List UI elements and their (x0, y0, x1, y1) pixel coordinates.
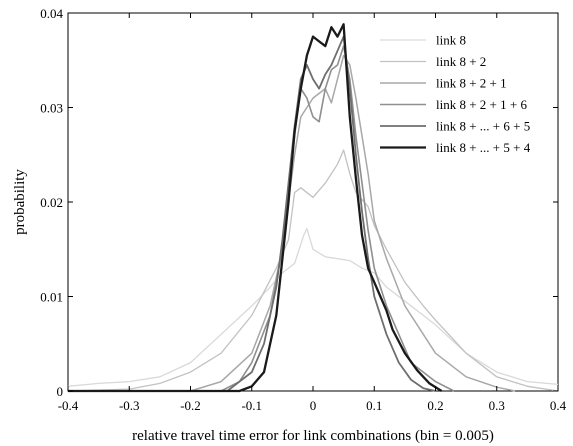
legend: link 8 link 8 + 2 link 8 + 2 + 1 link 8 + 2… (380, 33, 531, 155)
plot-frame (67, 12, 559, 392)
x-tick-label: -0.2 (180, 398, 201, 413)
series-line-1 (67, 227, 559, 387)
tick-layer: -0.4 -0.3 -0.2 -0.1 0 0.1 0.2 0.3 0.4 0 0.01 0.02 0.… (40, 6, 566, 413)
x-axis-label: relative travel time error for link comb… (132, 428, 494, 444)
legend-label-4: link 8 + 2 + 1 + 6 (436, 97, 527, 112)
x-tick-label: 0.3 (489, 398, 505, 413)
legend-label-2: link 8 + 2 (436, 54, 486, 69)
series-line-5 (68, 35, 436, 392)
legend-label-3: link 8 + 2 + 1 (436, 76, 507, 91)
y-tick-label: 0.02 (40, 195, 63, 210)
x-tick-label: -0.3 (119, 398, 140, 413)
legend-label-5: link 8 + ... + 6 + 5 (436, 119, 530, 134)
y-tick-label: 0 (57, 384, 64, 399)
x-tick-label: 0.1 (366, 398, 382, 413)
x-tick-label: -0.4 (58, 398, 79, 413)
y-tick-label: 0.04 (40, 6, 63, 21)
series-line-3 (68, 54, 516, 392)
y-axis-label: probability (12, 169, 28, 235)
x-tick-label: 0 (310, 398, 317, 413)
x-tick-label: 0.4 (550, 398, 567, 413)
y-tick-label: 0.03 (40, 101, 63, 116)
legend-label-1: link 8 (436, 33, 466, 48)
series-line-2 (67, 149, 559, 392)
x-tick-label: -0.1 (241, 398, 262, 413)
series-layer (67, 23, 559, 393)
y-tick-label: 0.01 (40, 290, 63, 305)
legend-label-6: link 8 + ... + 5 + 4 (436, 140, 531, 155)
series-line-6 (68, 23, 443, 393)
series-line-4 (68, 45, 455, 392)
x-tick-label: 0.2 (427, 398, 443, 413)
